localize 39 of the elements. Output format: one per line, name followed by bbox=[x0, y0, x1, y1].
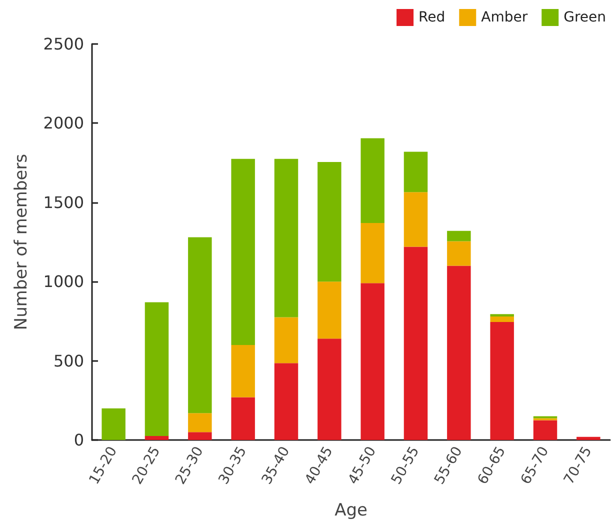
bar bbox=[576, 436, 600, 440]
y-tick-label: 2000 bbox=[43, 114, 84, 133]
bar bbox=[144, 302, 169, 436]
bar bbox=[360, 138, 384, 223]
y-axis-title: Number of members bbox=[12, 154, 32, 330]
bar bbox=[188, 237, 212, 414]
bar bbox=[102, 408, 126, 440]
bar bbox=[533, 420, 558, 440]
bar bbox=[144, 436, 169, 440]
bar bbox=[360, 283, 384, 440]
bar bbox=[188, 413, 212, 432]
legend-label: Amber bbox=[481, 10, 528, 26]
bar bbox=[360, 222, 384, 284]
bar bbox=[404, 246, 428, 440]
legend-label: Green bbox=[564, 10, 606, 26]
bar bbox=[231, 344, 255, 398]
bar bbox=[274, 158, 298, 318]
x-axis-title: Age bbox=[334, 500, 368, 520]
y-tick-label: 1500 bbox=[43, 192, 84, 212]
bar bbox=[231, 397, 255, 440]
bar bbox=[318, 338, 342, 440]
bar bbox=[490, 322, 514, 440]
bar bbox=[490, 316, 514, 322]
bar bbox=[318, 282, 342, 339]
bar bbox=[231, 158, 255, 345]
bar bbox=[447, 266, 471, 440]
bar bbox=[188, 432, 212, 440]
bar bbox=[447, 230, 471, 242]
y-tick-label: 500 bbox=[53, 351, 84, 370]
bar bbox=[274, 363, 298, 440]
bar bbox=[404, 152, 428, 192]
bar bbox=[404, 192, 428, 247]
legend-label: Red bbox=[418, 10, 446, 26]
bar bbox=[447, 241, 471, 266]
y-tick-label: 1000 bbox=[43, 272, 84, 292]
y-tick-label: 0 bbox=[74, 430, 84, 450]
bar bbox=[274, 317, 298, 364]
bar bbox=[318, 162, 342, 282]
y-tick-label: 2500 bbox=[43, 34, 84, 54]
